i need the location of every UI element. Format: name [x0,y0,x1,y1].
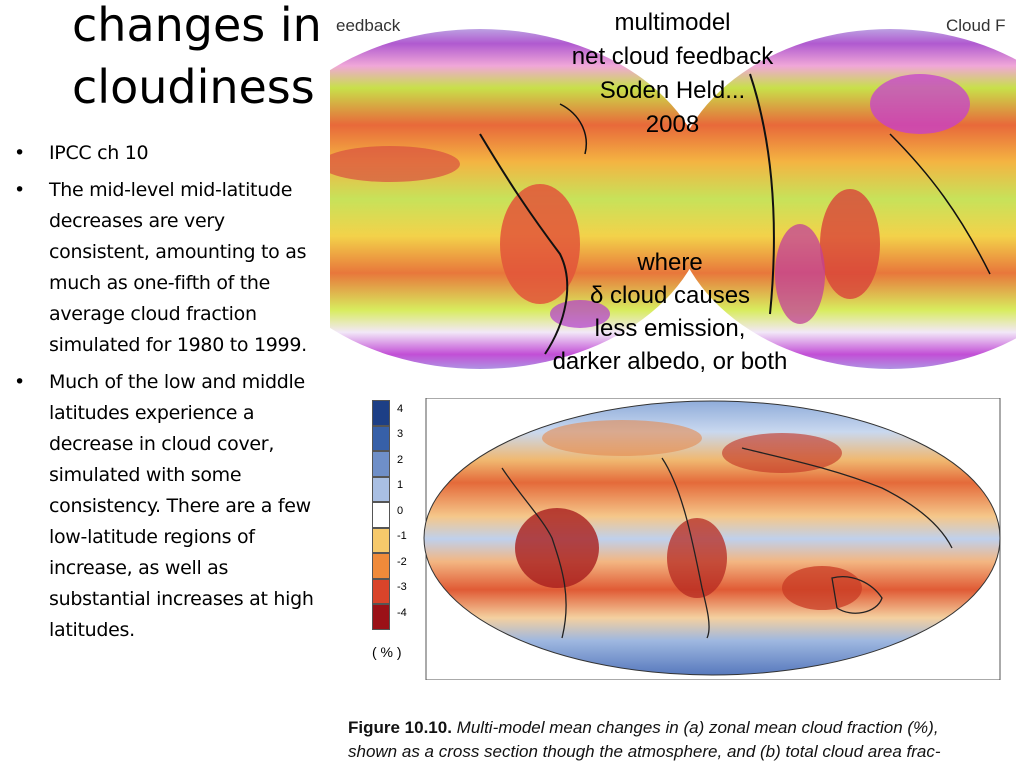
slide-title-line-1: changes in [72,0,322,52]
bullet-dot: • [14,142,25,164]
overlay-annotation-line: less emission, [594,315,746,342]
caption-text: Multi-model mean changes in (a) zonal me… [456,718,939,737]
bullet-text: IPCC ch 10 [49,142,149,164]
cloud-change-map-graphic [423,397,1001,681]
colorbar-unit: ( % ) [372,644,402,660]
colorbar-tick-label: -3 [397,581,407,593]
colorbar-tick-label: 1 [397,479,404,491]
colorbar-tick-label: 0 [397,505,404,517]
colorbar-tick-label: -1 [397,530,407,542]
colorbar-tick-label: -4 [397,607,407,619]
overlay-annotation-line: where [637,249,703,276]
colorbar-tick-label: 3 [397,428,404,440]
overlay-annotation-line: δ cloud causes [589,282,751,309]
overlay-title-line: multimodel [614,9,731,36]
caption-line-2: shown as a cross section though the atmo… [348,740,1018,764]
colorbar-swatch [372,451,390,477]
cloud-feedback-map-graphic [330,14,1016,384]
colorbar-swatch [372,502,390,528]
caption-line-1: Figure 10.10. Multi-model mean changes i… [348,716,1018,740]
map-label-left: eedback [336,16,401,35]
overlay-title-line: Soden Held... [599,77,746,104]
bullet-dot: • [14,179,25,201]
colorbar: 4 3 2 1 0 -1 -2 -3 -4 ( % ) [372,400,432,670]
colorbar-swatch [372,527,390,553]
overlay-title-line: 2008 [645,111,700,138]
colorbar-swatch [372,425,390,451]
colorbar-tick-label: 2 [397,454,404,466]
bullet-item: • Much of the low and middle latitudes e… [14,367,314,646]
caption-figure-label: Figure 10.10. [348,718,452,737]
cloud-feedback-map-image [330,14,1016,384]
colorbar-swatch [372,476,390,502]
overlay-title: multimodel net cloud feedback Soden Held… [540,6,805,142]
bullet-item: • The mid-level mid-latitude decreases a… [14,175,314,361]
colorbar-swatch [372,400,390,426]
figure-caption: Figure 10.10. Multi-model mean changes i… [348,716,1018,764]
overlay-title-line: net cloud feedback [571,43,774,70]
cloud-change-map-image [362,397,1002,681]
bullet-list: • IPCC ch 10 • The mid-level mid-latitud… [14,138,314,652]
colorbar-swatch [372,578,390,604]
overlay-annotation-line: darker albedo, or both [552,348,788,375]
slide-title: changes in cloudiness [72,0,332,118]
colorbar-swatch [372,604,390,630]
map-label-right: Cloud F [946,16,1006,35]
bullet-text: Much of the low and middle latitudes exp… [49,371,314,641]
overlay-annotation: where δ cloud causes less emission, dark… [520,246,820,378]
bullet-text: The mid-level mid-latitude decreases are… [49,179,307,356]
colorbar-swatch [372,553,390,579]
bullet-item: • IPCC ch 10 [14,138,314,169]
slide-title-line-2: cloudiness [72,60,315,114]
caption-text: shown as a cross section though the atmo… [348,742,941,761]
bullet-dot: • [14,371,25,393]
colorbar-tick-label: 4 [397,403,404,415]
colorbar-tick-label: -2 [397,556,407,568]
